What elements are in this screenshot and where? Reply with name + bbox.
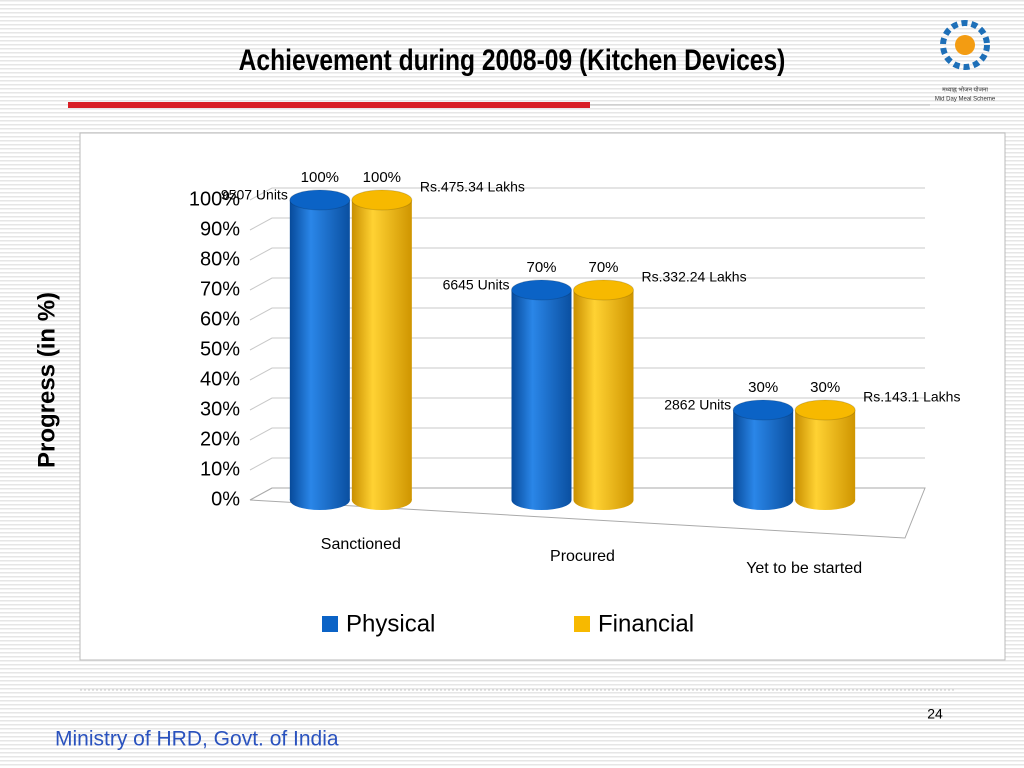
grid-line <box>249 457 925 471</box>
y-tick-label: 0% <box>211 488 240 510</box>
value-label: 30% <box>810 379 840 396</box>
value-label: 70% <box>588 259 618 276</box>
data-note: 6645 Units <box>443 277 510 293</box>
logo: मध्याह्न भोजन योजना Mid Day Meal Scheme <box>935 20 996 103</box>
bar-top <box>351 189 413 211</box>
data-note: 9507 Units <box>221 187 288 203</box>
bar <box>511 290 572 500</box>
y-tick-label: 80% <box>200 248 240 270</box>
grid-line <box>249 337 925 351</box>
page-number: 24 <box>927 706 943 722</box>
bar-top <box>573 279 634 301</box>
legend-swatch <box>322 616 338 632</box>
bar-base <box>289 490 350 510</box>
bar-base <box>511 490 572 510</box>
value-label: 30% <box>748 379 778 396</box>
bar-base <box>573 490 634 510</box>
bar-base <box>795 490 856 510</box>
logo-english: Mid Day Meal Scheme <box>935 97 996 103</box>
y-tick-label: 50% <box>200 338 240 360</box>
y-tick-label: 20% <box>200 428 240 450</box>
grid-line <box>249 397 925 411</box>
grid-line <box>249 217 925 231</box>
x-tick-label: Yet to be started <box>746 560 862 577</box>
data-note: Rs.332.24 Lakhs <box>642 269 747 285</box>
bar-top <box>289 189 351 211</box>
bar-top <box>511 279 572 301</box>
value-label: 100% <box>363 169 401 186</box>
logo-center <box>955 35 975 55</box>
logo-ring <box>940 20 990 70</box>
bar <box>351 200 412 500</box>
y-tick-label: 70% <box>200 278 240 300</box>
legend-swatch <box>574 616 590 632</box>
y-tick-label: 60% <box>200 308 240 330</box>
data-note: 2862 Units <box>664 397 731 413</box>
data-note: Rs.143.1 Lakhs <box>863 389 960 405</box>
grid-line <box>249 367 925 381</box>
footer-text: Ministry of HRD, Govt. of India <box>55 728 339 751</box>
y-tick-label: 30% <box>200 398 240 420</box>
logo-hindi: मध्याह्न भोजन योजना <box>942 86 988 94</box>
bar-base <box>733 490 794 510</box>
grid-line <box>249 247 925 261</box>
data-note: Rs.475.34 Lakhs <box>420 179 525 195</box>
grid-line <box>249 187 925 201</box>
x-tick-label: Sanctioned <box>321 536 401 553</box>
bar-top <box>794 399 856 421</box>
y-tick-label: 10% <box>200 458 240 480</box>
legend-label: Physical <box>346 610 435 637</box>
floor <box>249 487 926 539</box>
chart-title: Achievement during 2008-09 (Kitchen Devi… <box>239 43 786 77</box>
bar <box>289 200 350 500</box>
y-tick-label: 90% <box>200 218 240 240</box>
value-label: 70% <box>526 259 556 276</box>
y-tick-label: 100% <box>189 188 240 210</box>
y-tick-label: 40% <box>200 368 240 390</box>
bar <box>795 410 856 500</box>
grid-line <box>249 427 925 441</box>
title-rule <box>68 102 590 108</box>
grid-line <box>249 277 925 291</box>
bar-base <box>351 490 412 510</box>
legend-label: Financial <box>598 610 694 637</box>
bar-top <box>732 399 794 421</box>
x-tick-label: Procured <box>550 548 615 565</box>
bar <box>573 290 634 500</box>
bar <box>733 410 794 500</box>
grid-line <box>249 307 925 321</box>
value-label: 100% <box>301 169 339 186</box>
y-axis-label: Progress (in %) <box>33 292 60 468</box>
